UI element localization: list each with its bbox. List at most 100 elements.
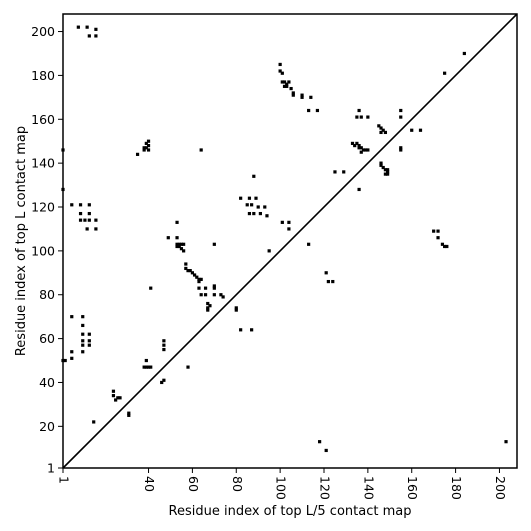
y-tick-label: 160: [31, 112, 55, 127]
contact-point: [381, 128, 385, 132]
contact-point: [280, 220, 284, 224]
contact-point: [70, 356, 74, 360]
contact-point: [377, 124, 381, 128]
contact-point: [208, 304, 212, 308]
contact-point: [381, 165, 385, 170]
contact-point: [197, 279, 201, 284]
y-tick-label: 120: [31, 200, 55, 215]
contact-point: [307, 242, 311, 246]
contact-point: [63, 358, 67, 363]
contact-point: [263, 205, 267, 209]
contact-point: [146, 139, 151, 143]
contact-point: [188, 269, 192, 273]
contact-point: [355, 115, 359, 119]
contact-point: [195, 275, 199, 279]
contact-point: [361, 148, 366, 152]
x-tick-label: 140: [361, 476, 376, 500]
contact-point: [142, 148, 146, 152]
contact-point: [278, 62, 282, 67]
contact-point: [287, 220, 291, 224]
contact-point: [87, 343, 91, 347]
contact-point: [92, 420, 96, 424]
contact-point: [199, 148, 203, 152]
contact-point: [285, 82, 289, 86]
contact-point: [149, 286, 153, 290]
contact-point: [357, 146, 361, 150]
y-tick-label: 80: [39, 287, 55, 302]
plot-frame: [62, 13, 518, 469]
x-tick-label: 200: [493, 476, 508, 500]
contact-point: [87, 218, 91, 222]
contact-point: [175, 236, 179, 240]
contact-point: [175, 220, 179, 224]
contact-point: [234, 306, 238, 310]
contact-point: [212, 242, 216, 246]
contact-point: [366, 115, 370, 119]
contact-point: [280, 71, 284, 75]
contact-point: [175, 244, 179, 249]
contact-point: [182, 242, 186, 246]
contact-point: [87, 339, 91, 343]
contact-point: [247, 196, 252, 200]
contact-point: [445, 244, 449, 249]
contact-point: [81, 332, 85, 336]
contact-point: [309, 95, 313, 99]
contact-point: [94, 227, 98, 231]
contact-point: [70, 350, 74, 354]
contact-point: [357, 143, 361, 148]
contact-point: [440, 242, 445, 246]
y-tick-label: 1: [47, 461, 55, 476]
y-tick-label: 60: [39, 331, 55, 346]
contact-point: [254, 196, 258, 200]
contact-point: [203, 293, 208, 297]
contact-point: [247, 211, 252, 216]
contact-point: [315, 108, 320, 113]
contact-point: [383, 172, 388, 176]
contact-point: [418, 128, 423, 132]
contact-point: [135, 152, 140, 156]
contact-point: [142, 146, 146, 150]
contact-point: [399, 146, 403, 150]
contact-point: [144, 146, 148, 150]
contact-point: [324, 448, 328, 453]
contact-point: [182, 249, 186, 253]
contact-point: [206, 306, 210, 310]
contact-point: [287, 80, 291, 84]
contact-point: [245, 203, 249, 207]
y-axis-label: Residue index of top L contact map: [14, 126, 29, 356]
contact-point: [252, 174, 256, 178]
contact-point: [186, 269, 190, 273]
contact-point: [142, 365, 146, 369]
contact-point: [81, 315, 85, 319]
contact-point: [359, 150, 363, 154]
contact-point: [146, 143, 151, 148]
contact-point: [258, 211, 262, 216]
contact-point: [87, 211, 91, 216]
contact-point: [443, 244, 447, 249]
contact-point: [149, 365, 153, 369]
y-tick-label: 40: [39, 375, 55, 390]
x-tick-label: 1: [57, 476, 72, 484]
contact-point: [252, 211, 256, 216]
contact-point: [83, 218, 87, 222]
contact-point: [355, 141, 359, 145]
contact-point: [127, 413, 131, 417]
contact-point: [179, 247, 184, 251]
contact-point: [386, 168, 390, 172]
contact-point: [399, 115, 403, 119]
contact-point: [177, 244, 181, 249]
x-tick-label: 180: [449, 476, 464, 500]
contact-point: [280, 80, 284, 84]
contact-point: [353, 143, 357, 148]
contact-point: [192, 273, 197, 277]
contact-point: [111, 394, 116, 398]
contact-point: [197, 277, 201, 281]
contact-point: [383, 168, 388, 172]
contact-point: [379, 130, 383, 135]
contact-point: [342, 170, 346, 174]
contact-point: [350, 141, 355, 145]
contact-point: [432, 229, 436, 233]
x-tick-label: 120: [317, 476, 332, 500]
contact-point: [379, 161, 383, 165]
contact-point: [379, 163, 383, 167]
